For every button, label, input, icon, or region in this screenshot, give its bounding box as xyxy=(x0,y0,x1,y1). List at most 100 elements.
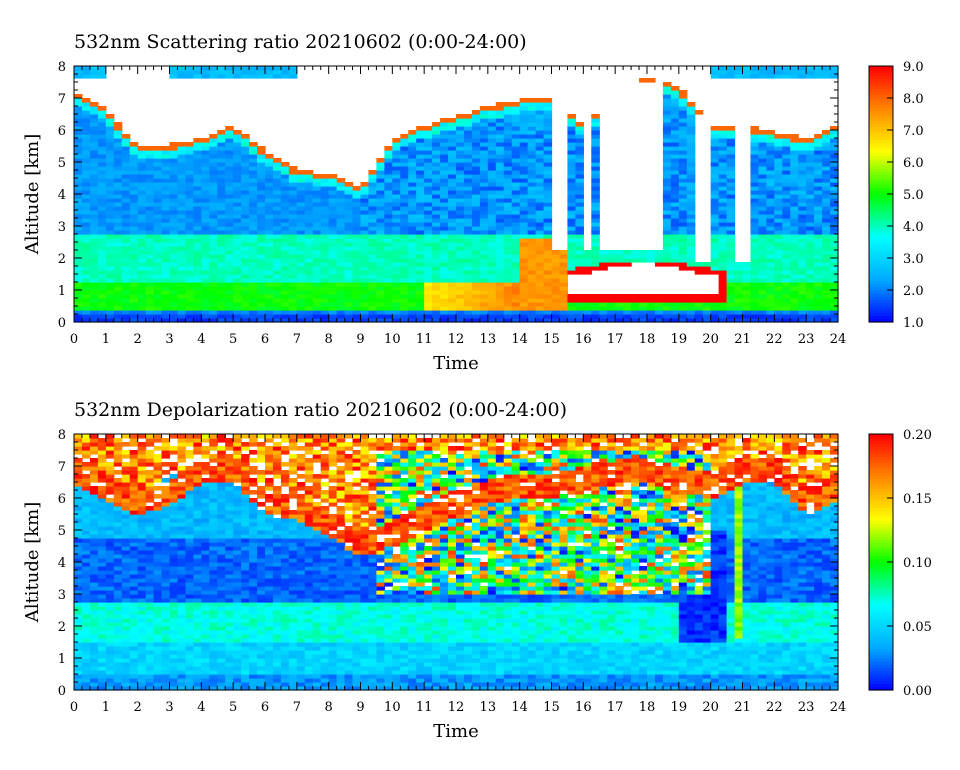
heatmap-cell xyxy=(81,226,91,231)
heatmap-cell xyxy=(742,274,752,279)
heatmap-cell xyxy=(336,262,346,267)
heatmap-cell xyxy=(527,202,537,207)
heatmap-cell xyxy=(519,242,529,247)
heatmap-cell xyxy=(487,142,497,147)
heatmap-cell xyxy=(241,306,250,311)
heatmap-cell xyxy=(105,658,115,663)
heatmap-cell xyxy=(105,502,115,507)
heatmap-cell xyxy=(336,238,346,243)
heatmap-cell xyxy=(432,266,441,271)
heatmap-cell xyxy=(806,254,815,259)
heatmap-cell xyxy=(392,174,401,179)
heatmap-cell xyxy=(121,582,131,587)
heatmap-cell xyxy=(686,258,696,263)
heatmap-cell xyxy=(463,170,473,175)
heatmap-cell xyxy=(822,190,831,195)
heatmap-cell xyxy=(304,194,314,199)
heatmap-cell xyxy=(830,222,839,227)
heatmap-cell xyxy=(456,222,465,227)
heatmap-cell xyxy=(519,218,529,223)
heatmap-cell xyxy=(400,174,409,179)
heatmap-cell xyxy=(161,198,171,203)
heatmap-cell xyxy=(121,534,131,539)
heatmap-cell xyxy=(487,214,497,219)
heatmap-cell xyxy=(113,614,123,619)
heatmap-cell xyxy=(97,286,107,291)
heatmap-cell xyxy=(654,298,664,303)
heatmap-cell xyxy=(694,110,704,115)
heatmap-cell xyxy=(511,206,521,211)
x-tick-label: 22 xyxy=(766,332,783,347)
heatmap-cell xyxy=(591,178,600,183)
heatmap-cell xyxy=(527,238,537,243)
heatmap-cell xyxy=(153,158,163,163)
heatmap-cell xyxy=(296,234,306,239)
heatmap-cell xyxy=(448,150,457,155)
heatmap-cell xyxy=(774,310,783,315)
heatmap-cell xyxy=(97,270,107,275)
heatmap-cell xyxy=(463,238,473,243)
heatmap-cell xyxy=(718,146,728,151)
heatmap-cell xyxy=(272,202,282,207)
heatmap-cell xyxy=(814,194,823,199)
heatmap-cell xyxy=(726,138,736,143)
heatmap-cell xyxy=(495,314,505,319)
heatmap-cell xyxy=(487,262,497,267)
heatmap-cell xyxy=(296,174,306,179)
heatmap-cell xyxy=(280,254,290,259)
heatmap-cell xyxy=(201,210,210,215)
heatmap-cell xyxy=(726,294,736,299)
heatmap-cell xyxy=(352,266,362,271)
heatmap-cell xyxy=(511,318,521,323)
heatmap-cell xyxy=(766,270,775,275)
heatmap-cell xyxy=(591,138,600,143)
heatmap-cell xyxy=(392,146,401,151)
heatmap-cell xyxy=(686,106,696,111)
heatmap-cell xyxy=(344,238,354,243)
heatmap-cell xyxy=(336,314,346,319)
heatmap-cell xyxy=(408,294,417,299)
heatmap-cell xyxy=(830,66,839,71)
heatmap-cell xyxy=(81,598,91,603)
heatmap-cell xyxy=(647,258,656,263)
heatmap-cell xyxy=(750,70,760,75)
heatmap-cell xyxy=(392,206,401,211)
heatmap-cell xyxy=(511,130,521,135)
heatmap-cell xyxy=(718,74,728,79)
heatmap-cell xyxy=(137,302,147,307)
heatmap-cell xyxy=(209,170,218,175)
heatmap-cell xyxy=(169,266,179,271)
heatmap-cell xyxy=(161,238,171,243)
heatmap-cell xyxy=(113,598,123,603)
heatmap-cell xyxy=(217,258,226,263)
heatmap-cell xyxy=(527,150,537,155)
heatmap-cell xyxy=(662,190,672,195)
heatmap-cell xyxy=(201,250,210,255)
heatmap-cell xyxy=(89,610,99,615)
heatmap-cell xyxy=(551,314,561,319)
heatmap-cell xyxy=(678,122,688,127)
heatmap-cell xyxy=(74,178,83,183)
heatmap-cell xyxy=(463,138,473,143)
heatmap-cell xyxy=(249,74,258,79)
heatmap-cell xyxy=(782,302,791,307)
heatmap-cell xyxy=(559,258,569,263)
heatmap-cell xyxy=(511,218,521,223)
heatmap-cell xyxy=(169,318,179,323)
heatmap-cell xyxy=(583,250,592,255)
heatmap-cell xyxy=(670,206,680,211)
heatmap-cell xyxy=(511,150,521,155)
heatmap-cell xyxy=(416,314,425,319)
heatmap-cell xyxy=(129,566,139,571)
heatmap-cell xyxy=(113,582,123,587)
heatmap-cell xyxy=(456,114,465,119)
heatmap-cell xyxy=(241,158,250,163)
heatmap-cell xyxy=(89,658,99,663)
heatmap-cell xyxy=(631,314,640,319)
heatmap-cell xyxy=(304,310,314,315)
heatmap-cell xyxy=(798,242,807,247)
heatmap-cell xyxy=(89,506,99,511)
heatmap-cell xyxy=(798,202,807,207)
heatmap-cell xyxy=(89,130,99,135)
heatmap-cell xyxy=(265,218,274,223)
